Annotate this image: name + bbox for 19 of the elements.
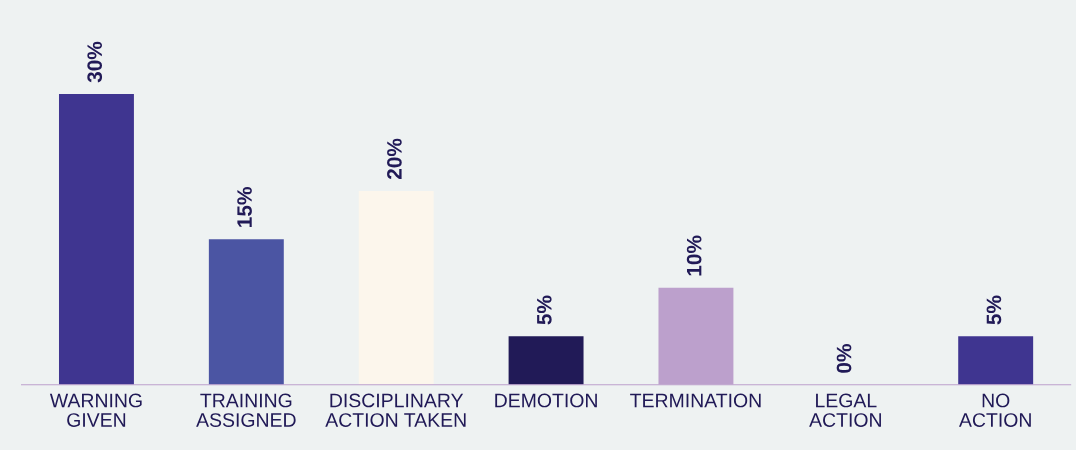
data-label: 5% [536, 295, 552, 325]
x-tick-label: TRAINING ASSIGNED [196, 393, 296, 427]
bar [58, 93, 134, 385]
x-tick-label: LEGAL ACTION [809, 393, 881, 427]
data-label: 15% [237, 187, 252, 227]
data-label: 5% [986, 295, 1002, 325]
bar [208, 239, 284, 385]
x-tick-label: WARNING GIVEN [49, 393, 142, 427]
data-label: 10% [686, 235, 702, 276]
data-label: 30% [87, 41, 103, 83]
x-tick-label: DISCIPLINARY ACTION TAKEN [325, 393, 466, 427]
bar [958, 336, 1034, 385]
x-tick-label: TERMINATION [630, 393, 761, 408]
bar [508, 336, 584, 385]
x-tick-label: DEMOTION [495, 393, 597, 408]
data-label: 0% [836, 344, 852, 373]
data-label: 20% [387, 138, 402, 180]
x-tick-label: NO ACTION [959, 393, 1031, 427]
bar [358, 190, 434, 385]
